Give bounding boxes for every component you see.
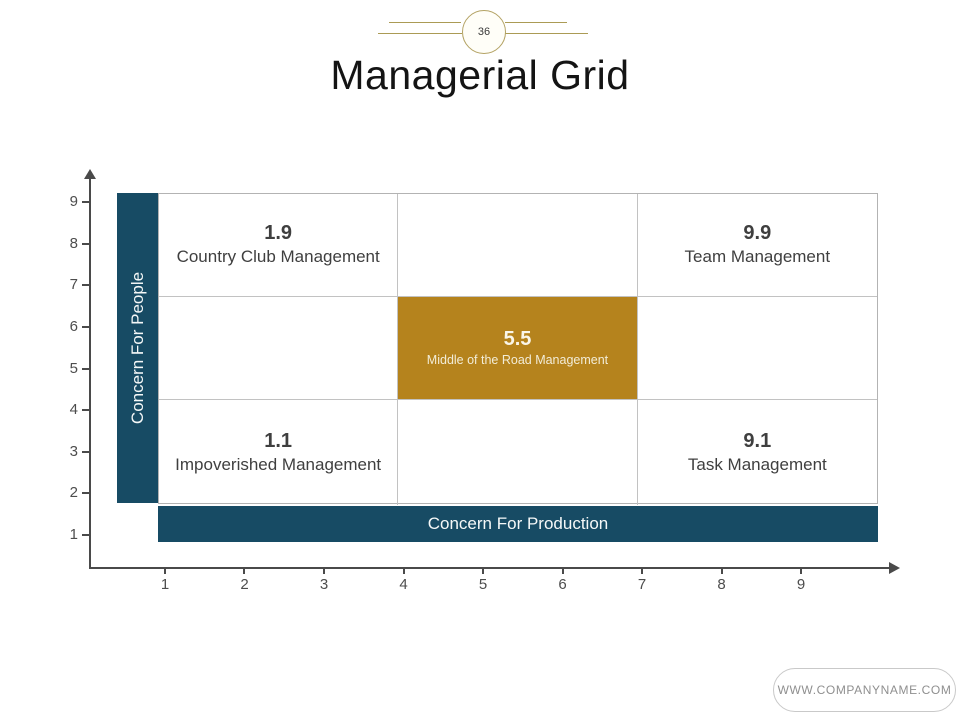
x-axis-line bbox=[89, 567, 889, 569]
x-tick-label: 5 bbox=[478, 576, 488, 593]
x-tick-label: 8 bbox=[717, 576, 726, 593]
y-tick-label: 4 bbox=[69, 401, 78, 419]
badge-line-left-bottom bbox=[378, 33, 462, 34]
y-tick-label: 8 bbox=[69, 234, 78, 252]
y-tick-label: 6 bbox=[69, 317, 78, 335]
grid-cell-middle-center: 5.5 Middle of the Road Management bbox=[398, 297, 638, 400]
cell-label: Country Club Management bbox=[176, 247, 380, 267]
y-tick-label: 2 bbox=[69, 484, 78, 502]
grid-cell-top-right: 9.9 Team Management bbox=[637, 194, 877, 297]
x-tick-label: 6 bbox=[558, 576, 567, 593]
page-number-badge: 36 bbox=[462, 10, 506, 54]
y-tick bbox=[82, 534, 90, 536]
x-axis-concern-bar: Concern For Production bbox=[158, 506, 878, 542]
x-tick bbox=[482, 568, 484, 574]
cell-label: Task Management bbox=[687, 454, 827, 474]
grid-cell-bottom-center bbox=[398, 400, 638, 505]
y-tick-label: 7 bbox=[69, 276, 78, 294]
y-axis-concern-bar: Concern For People bbox=[117, 193, 158, 503]
slide-title: Managerial Grid bbox=[330, 52, 630, 98]
grid-cell-top-center bbox=[398, 194, 638, 297]
x-tick bbox=[800, 568, 802, 574]
x-axis-tick-labels: 1 2 3 4 5 6 7 8 9 bbox=[145, 575, 821, 595]
y-tick bbox=[82, 284, 90, 286]
x-tick bbox=[323, 568, 325, 574]
badge-line-left-top bbox=[389, 22, 461, 23]
page-number: 36 bbox=[477, 26, 491, 38]
y-tick bbox=[82, 243, 90, 245]
badge-line-right-bottom bbox=[504, 33, 588, 34]
cell-score: 1.9 bbox=[264, 222, 293, 245]
cell-label: Team Management bbox=[684, 247, 831, 267]
x-tick-label: 3 bbox=[319, 576, 329, 593]
x-tick bbox=[562, 568, 564, 574]
x-tick-label: 7 bbox=[637, 576, 647, 593]
y-axis-bar-label: Concern For People bbox=[127, 271, 147, 425]
y-tick bbox=[82, 492, 90, 494]
y-axis-arrow-icon bbox=[84, 169, 96, 179]
badge-line-right-top bbox=[505, 22, 567, 23]
y-tick bbox=[82, 451, 90, 453]
managerial-grid: 1.9 Country Club Management 9.9 Team Man… bbox=[158, 193, 878, 505]
x-tick-label: 2 bbox=[240, 576, 249, 593]
cell-label: Middle of the Road Management bbox=[426, 353, 609, 368]
y-tick bbox=[82, 368, 90, 370]
x-tick-label: 9 bbox=[796, 576, 806, 593]
y-tick bbox=[82, 409, 90, 411]
y-tick-label: 1 bbox=[69, 526, 78, 543]
x-tick bbox=[243, 568, 245, 574]
grid-cell-middle-left bbox=[159, 297, 399, 400]
grid-cell-top-left: 1.9 Country Club Management bbox=[159, 194, 399, 297]
x-tick bbox=[721, 568, 723, 574]
x-axis-bar-label: Concern For Production bbox=[427, 514, 609, 533]
y-tick-label: 3 bbox=[69, 442, 78, 460]
y-tick-label: 5 bbox=[69, 359, 78, 377]
x-tick bbox=[641, 568, 643, 574]
y-tick bbox=[82, 201, 90, 203]
cell-label: Impoverished Management bbox=[175, 454, 382, 474]
cell-score: 9.9 bbox=[743, 222, 772, 245]
cell-score: 5.5 bbox=[503, 328, 532, 351]
y-axis-line bbox=[89, 179, 91, 569]
website-url: WWW.COMPANYNAME.COM bbox=[777, 683, 952, 697]
x-axis-arrow-icon bbox=[889, 562, 900, 574]
grid-cell-bottom-left: 1.1 Impoverished Management bbox=[159, 400, 399, 505]
x-tick-label: 4 bbox=[399, 576, 408, 593]
x-tick bbox=[403, 568, 405, 574]
x-tick-label: 1 bbox=[160, 576, 170, 593]
grid-cell-middle-right bbox=[637, 297, 877, 400]
y-axis-tick-labels: 9 8 7 6 5 4 3 2 1 bbox=[52, 192, 78, 545]
x-tick bbox=[164, 568, 166, 574]
cell-score: 9.1 bbox=[743, 429, 772, 452]
grid-cell-bottom-right: 9.1 Task Management bbox=[638, 400, 877, 505]
y-tick bbox=[82, 326, 90, 328]
y-tick-label: 9 bbox=[69, 193, 78, 210]
cell-score: 1.1 bbox=[264, 429, 293, 452]
website-pill: WWW.COMPANYNAME.COM bbox=[773, 668, 956, 712]
